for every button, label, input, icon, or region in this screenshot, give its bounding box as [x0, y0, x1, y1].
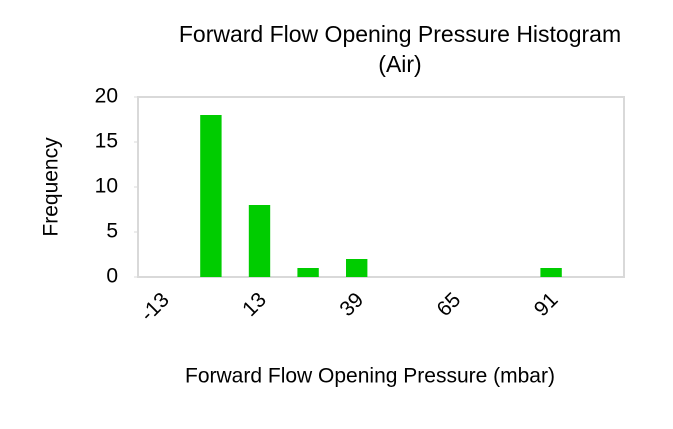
y-tick-label: 5	[106, 220, 118, 243]
chart-title: (Air)	[378, 51, 421, 77]
y-axis-label: Frequency	[40, 137, 63, 237]
x-axis-label: Forward Flow Opening Pressure (mbar)	[185, 365, 555, 388]
y-tick-label: 10	[95, 175, 118, 198]
bar	[200, 115, 222, 277]
bar	[346, 259, 368, 277]
chart-title: Forward Flow Opening Pressure Histogram	[179, 21, 621, 47]
y-tick-label: 0	[106, 265, 118, 288]
y-tick-label: 20	[95, 85, 118, 108]
y-tick-label: 15	[95, 130, 118, 153]
bar	[248, 205, 271, 277]
bar	[540, 268, 562, 277]
bar	[297, 268, 319, 277]
